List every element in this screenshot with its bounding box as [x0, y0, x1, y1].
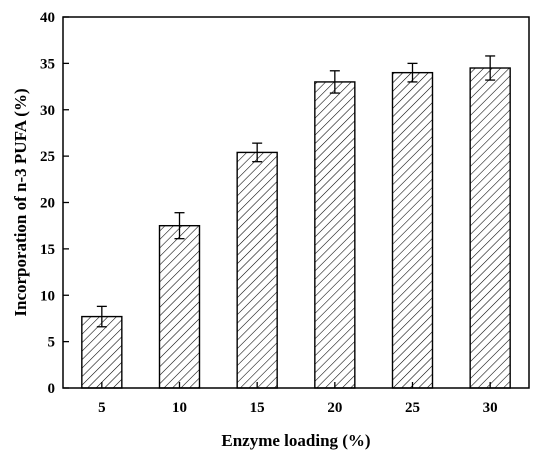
y-tick-label: 25	[40, 149, 55, 165]
x-tick-label: 20	[327, 400, 342, 416]
x-tick-label: 15	[250, 400, 265, 416]
plot-frame	[62, 16, 530, 389]
bar-series	[81, 67, 511, 389]
y-tick-label: 0	[48, 381, 56, 397]
y-tick-label: 30	[40, 103, 55, 119]
error-bars	[96, 55, 496, 328]
x-axis-title: Enzyme loading (%)	[221, 431, 370, 450]
bar	[469, 67, 511, 389]
y-tick-label: 15	[40, 242, 55, 258]
x-axis-ticks: 5 10 15 20 25 30	[98, 382, 498, 416]
bar	[236, 151, 278, 389]
y-axis-ticks: 0 5 10 15 20 25 30 35 40	[40, 10, 69, 397]
bar	[391, 71, 434, 389]
y-axis-title: Incorporation of n-3 PUFA (%)	[11, 88, 30, 316]
x-tick-label: 5	[98, 400, 106, 416]
bar	[314, 81, 356, 389]
y-tick-label: 40	[40, 10, 55, 26]
y-tick-label: 35	[40, 56, 55, 72]
bar	[158, 224, 201, 389]
y-tick-label: 20	[40, 196, 55, 212]
y-tick-label: 5	[48, 335, 56, 351]
bar	[81, 315, 123, 389]
y-tick-label: 10	[40, 288, 55, 304]
x-tick-label: 10	[172, 400, 187, 416]
x-tick-label: 30	[483, 400, 498, 416]
x-tick-label: 25	[405, 400, 420, 416]
